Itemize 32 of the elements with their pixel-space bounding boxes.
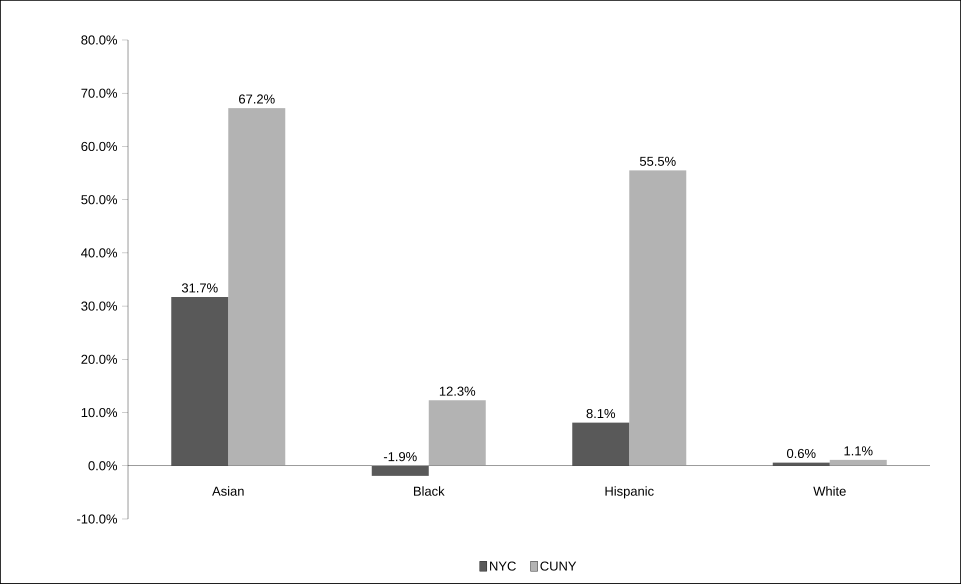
data-label: 0.6% bbox=[787, 448, 816, 458]
data-label: 31.7% bbox=[182, 283, 218, 293]
y-tick-label: 0.0% bbox=[88, 461, 118, 470]
data-label: 12.3% bbox=[440, 386, 476, 396]
y-tick-label: 60.0% bbox=[81, 142, 118, 152]
x-tick-label: White bbox=[813, 486, 846, 496]
bar bbox=[629, 170, 686, 466]
x-tick-label: Asian bbox=[212, 486, 244, 496]
data-label: -1.9% bbox=[384, 452, 417, 462]
bar bbox=[572, 422, 630, 466]
y-tick-label: 20.0% bbox=[81, 354, 118, 364]
y-tick-label: 10.0% bbox=[82, 408, 118, 418]
y-tick-label: 40.0% bbox=[81, 248, 118, 258]
y-tick-label: 70.0% bbox=[81, 88, 118, 98]
legend-label: NYC bbox=[490, 561, 516, 571]
bar bbox=[372, 466, 429, 476]
data-label: 55.5% bbox=[640, 156, 676, 166]
y-tick-label: 50.0% bbox=[81, 195, 118, 204]
data-label: 1.1% bbox=[844, 446, 873, 456]
bar bbox=[428, 400, 486, 466]
x-tick-label: Hispanic bbox=[605, 486, 654, 498]
y-tick-label: 80.0% bbox=[81, 35, 118, 45]
bar bbox=[171, 297, 228, 466]
legend-label: CUNY bbox=[540, 561, 576, 571]
x-tick-label: Black bbox=[414, 486, 445, 496]
bar bbox=[830, 460, 887, 466]
y-tick-label: 30.0% bbox=[81, 302, 118, 311]
data-label: 67.2% bbox=[239, 94, 275, 104]
bar bbox=[228, 108, 286, 466]
y-tick-label: -10.0% bbox=[77, 514, 118, 524]
bar bbox=[772, 462, 830, 466]
data-label: 8.1% bbox=[586, 408, 616, 418]
